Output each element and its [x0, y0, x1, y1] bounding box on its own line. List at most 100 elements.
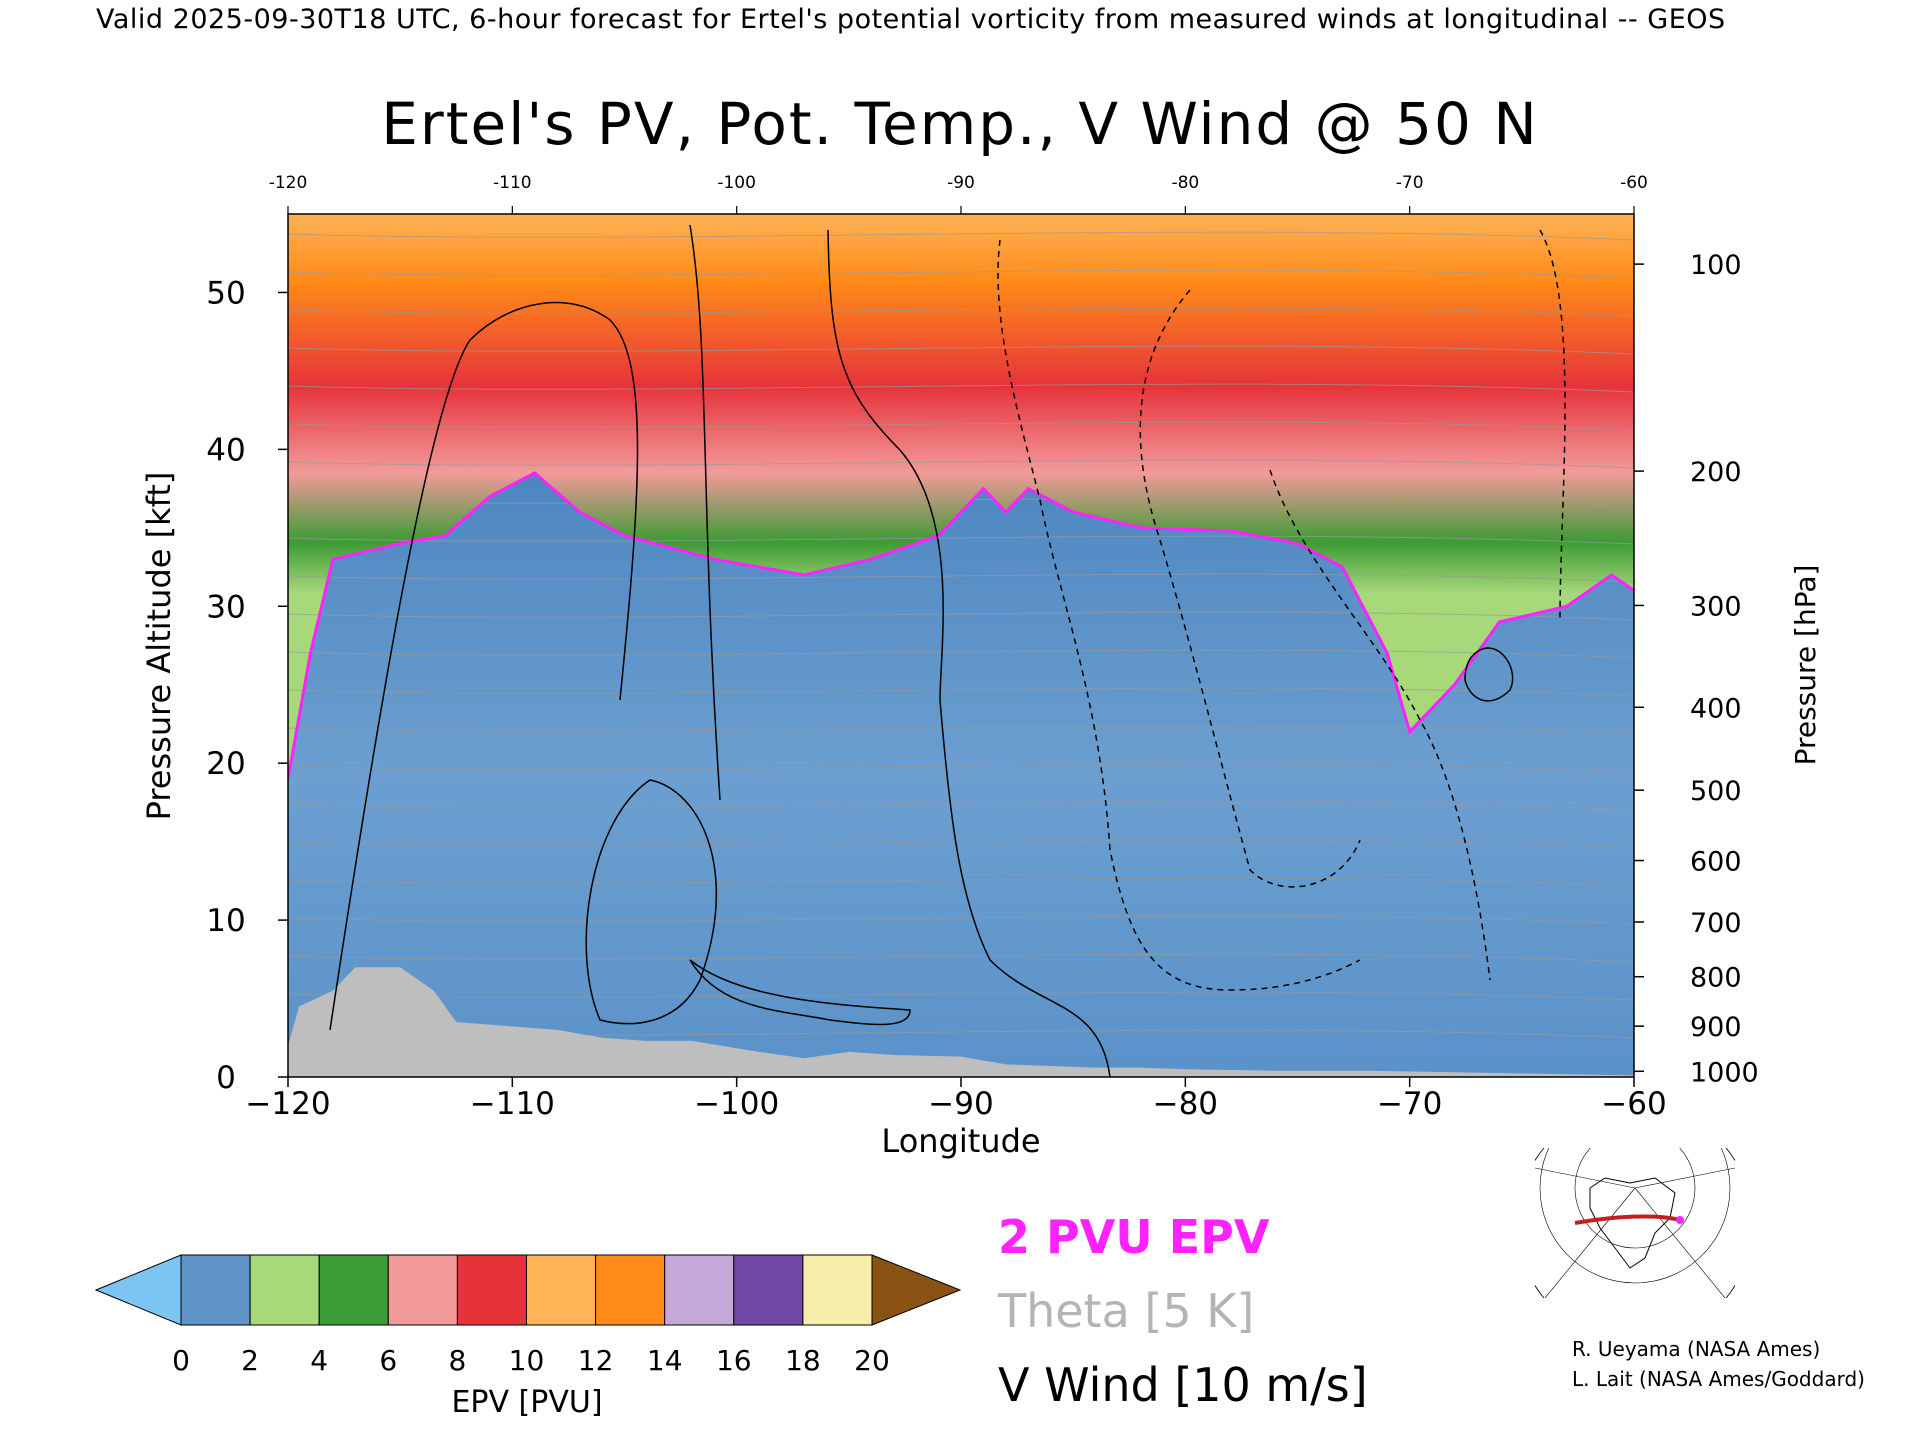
colorbar-cell	[664, 1254, 735, 1326]
pressure-tick-label: 500	[1690, 776, 1742, 807]
credits: R. Ueyama (NASA Ames) L. Lait (NASA Ames…	[1572, 1334, 1865, 1394]
y-tick-label: 30	[206, 589, 245, 625]
x-tick-label: −90	[928, 1086, 993, 1122]
axis-ticks: −120 −110 −100 −90 −80 −70 −60 -120 -110 -100 -90 -…	[206, 173, 1758, 1122]
colorbar-tick-label: 12	[578, 1344, 614, 1377]
top-tick-label: -70	[1396, 173, 1424, 193]
legend-vwind: V Wind [10 m/s]	[998, 1358, 1368, 1412]
colorbar-cell	[456, 1254, 527, 1326]
theta-contour-line	[288, 915, 1634, 925]
colorbar-cell	[249, 1254, 320, 1326]
pressure-tick-label: 200	[1690, 457, 1742, 488]
pressure-tick-label: 300	[1690, 591, 1742, 622]
vwind-contour	[1539, 229, 1566, 621]
colorbar-cell	[387, 1254, 458, 1326]
theta-contour-line	[288, 345, 1634, 355]
pressure-tick-label: 600	[1690, 847, 1742, 878]
chart-title: Ertel's PV, Pot. Temp., V Wind @ 50 N	[381, 90, 1539, 158]
colorbar-tick-label: 14	[647, 1344, 683, 1377]
x-tick-label: −100	[694, 1086, 779, 1122]
theta-contour-line	[288, 877, 1634, 887]
theta-contour-line	[288, 421, 1634, 431]
top-tick-label: -110	[493, 173, 532, 193]
colorbar-cell	[595, 1254, 666, 1326]
x-tick-label: −110	[470, 1086, 555, 1122]
theta-contour-line	[288, 307, 1634, 317]
legend-pvu: 2 PVU EPV	[998, 1210, 1270, 1264]
theta-contour-line	[288, 801, 1634, 811]
theta-contour-line	[288, 383, 1634, 393]
colorbar-tick-label: 16	[716, 1344, 752, 1377]
top-tick-label: -90	[947, 173, 975, 193]
credit-line-1: R. Ueyama (NASA Ames)	[1572, 1337, 1821, 1361]
colorbar-tick-label: 6	[379, 1344, 397, 1377]
y-tick-label: 10	[206, 903, 245, 939]
x-tick-label: −70	[1377, 1086, 1442, 1122]
pressure-tick-label: 800	[1690, 963, 1742, 994]
theta-contours	[288, 231, 1634, 1039]
vwind-contour	[689, 224, 721, 801]
y-axis-label: Pressure Altitude [kft]	[140, 472, 178, 821]
theta-contour-line	[288, 573, 1634, 583]
troposphere-field	[288, 472, 1634, 1077]
theta-contour-line	[288, 231, 1634, 241]
vwind-contour	[997, 239, 1361, 991]
colorbar-tick-label: 2	[241, 1344, 259, 1377]
vwind-contour	[585, 779, 718, 1025]
colorbar-tick-label: 0	[172, 1344, 190, 1377]
colorbar-over-arrow	[871, 1254, 962, 1326]
theta-contour-line	[288, 269, 1634, 279]
pressure-tick-label: 700	[1690, 908, 1742, 939]
y-tick-label: 50	[206, 275, 245, 311]
theta-contour-line	[288, 459, 1634, 469]
top-tick-label: -60	[1620, 173, 1648, 193]
colorbar-cell	[526, 1254, 597, 1326]
vwind-contour	[1464, 647, 1514, 702]
colorbar-label: EPV [PVU]	[451, 1385, 602, 1420]
colorbar-tick-label: 18	[785, 1344, 821, 1377]
forecast-header: Valid 2025-09-30T18 UTC, 6-hour forecast…	[96, 4, 1726, 35]
location-map-inset	[1535, 1148, 1735, 1298]
theta-contour-line	[288, 649, 1634, 659]
pressure-tick-label: 100	[1690, 250, 1742, 281]
pressure-tick-label: 1000	[1690, 1057, 1759, 1088]
theta-contour-line	[288, 839, 1634, 849]
colorbar: 0 2 4 6 8 10 12 14 16 18 20 EPV [PVU]	[94, 1254, 962, 1420]
x-axis-label: Longitude	[881, 1122, 1040, 1160]
y-tick-label: 40	[206, 432, 245, 468]
pressure-tick-label: 400	[1690, 693, 1742, 724]
top-tick-label: -120	[269, 173, 308, 193]
pvu-2-contour	[288, 471, 1634, 780]
colorbar-cell	[318, 1254, 389, 1326]
vwind-contour	[329, 301, 639, 1031]
y2-axis-label: Pressure [hPa]	[1789, 565, 1822, 766]
top-tick-label: -100	[717, 173, 756, 193]
colorbar-cell	[802, 1254, 873, 1326]
pressure-tick-label: 900	[1690, 1012, 1742, 1043]
theta-contour-line	[288, 991, 1634, 1001]
colorbar-tick-label: 8	[448, 1344, 466, 1377]
x-tick-label: −60	[1601, 1086, 1666, 1122]
x-tick-label: −120	[245, 1086, 330, 1122]
y-tick-label: 20	[206, 746, 245, 782]
colorbar-tick-label: 10	[509, 1344, 545, 1377]
top-tick-label: -80	[1171, 173, 1199, 193]
theta-contour-line	[288, 687, 1634, 697]
colorbar-cell	[733, 1254, 804, 1326]
terrain	[288, 967, 1634, 1077]
colorbar-under-arrow	[94, 1254, 182, 1326]
y-tick-label: 0	[216, 1060, 236, 1096]
colorbar-cell	[180, 1254, 251, 1326]
theta-contour-line	[288, 497, 1634, 507]
colorbar-tick-label: 20	[854, 1344, 890, 1377]
legend-theta: Theta [5 K]	[998, 1284, 1255, 1338]
vwind-contour	[827, 229, 1111, 1077]
theta-contour-line	[288, 725, 1634, 735]
vwind-contour	[1139, 289, 1361, 888]
x-tick-label: −80	[1153, 1086, 1218, 1122]
credit-line-2: L. Lait (NASA Ames/Goddard)	[1572, 1367, 1865, 1391]
theta-contour-line	[288, 763, 1634, 773]
colorbar-tick-label: 4	[310, 1344, 328, 1377]
theta-contour-line	[288, 953, 1634, 963]
